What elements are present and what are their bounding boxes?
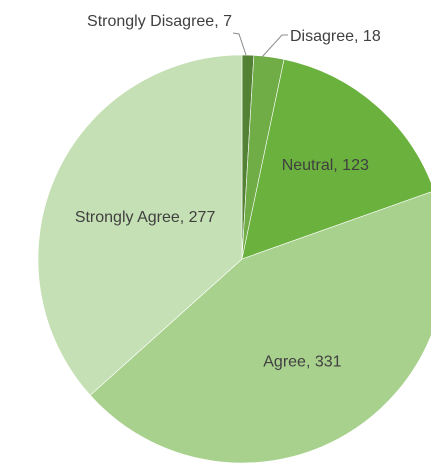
data-label-strongly-disagree: Strongly Disagree, 7 <box>87 13 232 30</box>
data-label-strongly-agree: Strongly Agree, 277 <box>75 209 216 226</box>
leader-line-disagree <box>261 34 288 58</box>
data-label-agree: Agree, 331 <box>263 354 341 371</box>
pie-slice-strongly-agree <box>37 54 243 396</box>
leader-lines <box>232 32 288 58</box>
leader-line-strongly-disagree <box>232 32 247 56</box>
data-label-disagree: Disagree, 18 <box>290 28 381 45</box>
data-label-neutral: Neutral, 123 <box>282 157 369 174</box>
pie-slice-agree <box>89 191 431 464</box>
pie-slice-neutral <box>241 59 431 260</box>
data-labels: Strongly Disagree, 7 Disagree, 18 Neutral,… <box>75 13 381 371</box>
pie-slices <box>37 54 431 464</box>
